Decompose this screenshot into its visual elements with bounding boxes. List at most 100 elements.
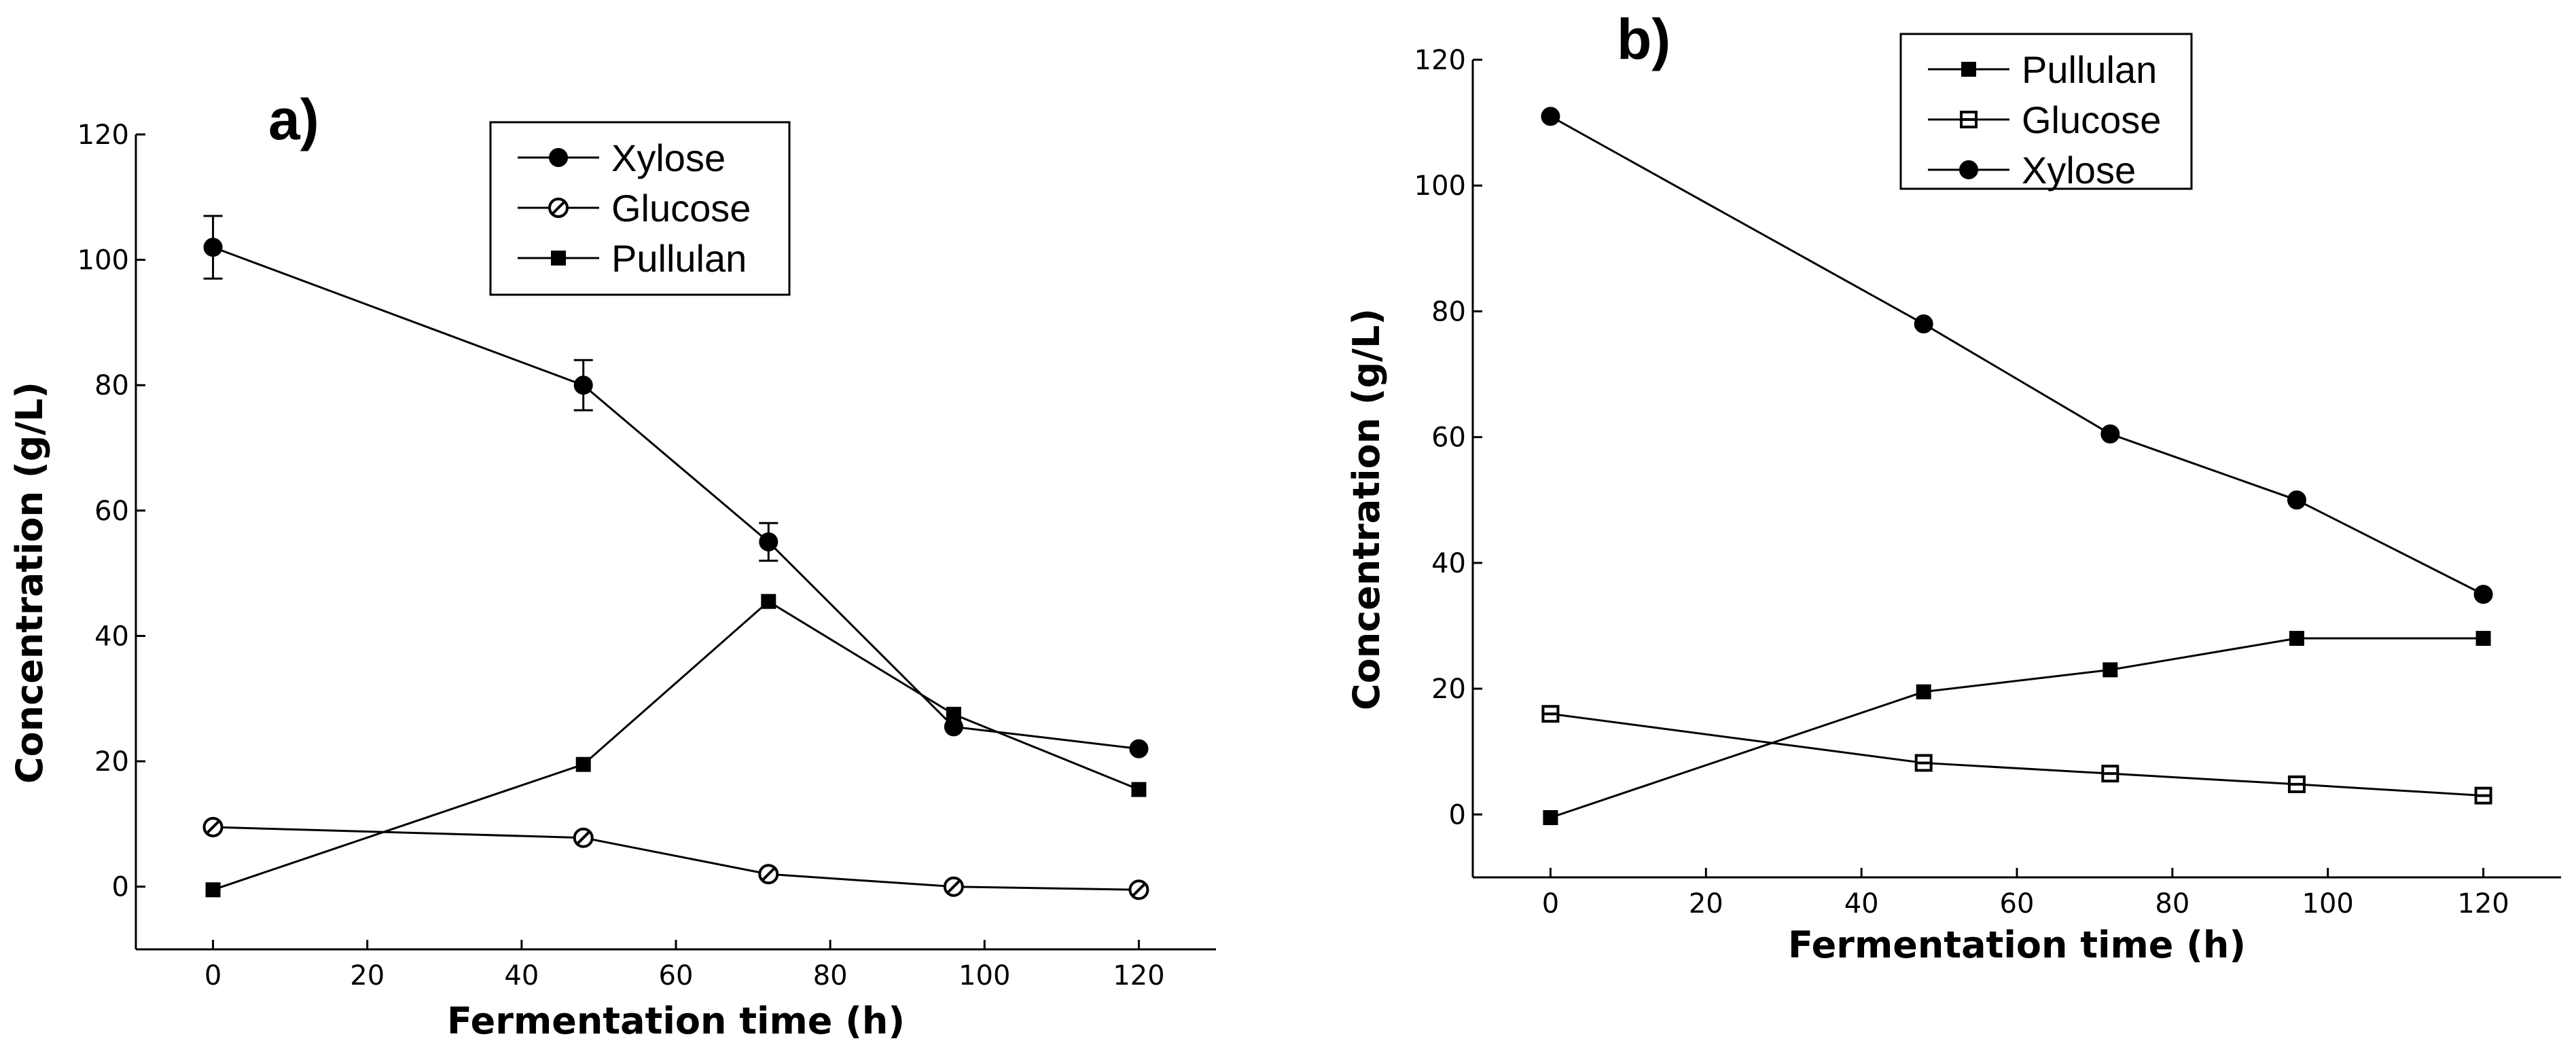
legend-marker: [1961, 62, 1976, 77]
x-tick-label: 80: [813, 960, 848, 991]
x-tick-label: 100: [959, 960, 1010, 991]
data-point-slash: [207, 820, 219, 834]
legend: Xylose Glucose Pullulan: [489, 121, 791, 296]
legend-box: [1899, 33, 2193, 190]
data-point: [1541, 107, 1560, 126]
data-point: [1914, 314, 1933, 333]
chart-b: 0 20 40 60 80 100 120 0 20 40 60 80 100 120 Fermentati…: [1345, 7, 2561, 966]
x-tick-label: 0: [204, 960, 221, 991]
y-axis-label: Concentration (g/L): [1345, 308, 1388, 710]
x-tick-label: 120: [1113, 960, 1164, 991]
y-tick-label: 120: [1414, 45, 1466, 76]
x-axis-label: Fermentation time (h): [1788, 924, 2246, 966]
legend-marker: [1959, 160, 1978, 179]
data-point: [1914, 754, 1933, 772]
data-point: [2475, 631, 2491, 646]
data-point: [946, 706, 961, 722]
y-tick-label: 120: [77, 120, 129, 151]
legend-item: Xylose: [518, 136, 726, 179]
legend-label: Pullulan: [2022, 48, 2157, 91]
data-point: [1129, 739, 1149, 759]
y-tick-label: 20: [1431, 674, 1466, 705]
y-tick-label: 80: [1431, 296, 1466, 327]
data-point: [205, 882, 221, 898]
data-point: [203, 238, 223, 257]
data-point: [761, 594, 776, 609]
y-tick-label: 40: [1431, 548, 1466, 579]
y-tick-label: 100: [1414, 170, 1466, 202]
series-pullulan: [205, 594, 1147, 898]
data-point: [573, 827, 594, 848]
data-point: [573, 376, 593, 395]
data-point: [2289, 631, 2304, 646]
legend-label: Pullulan: [611, 237, 747, 280]
chart-a: 0 20 40 60 80 100 120 0 20 40 60 80 100 120 Fermentati…: [8, 88, 1216, 1042]
y-tick-label: 0: [1449, 799, 1466, 831]
data-point: [1128, 879, 1149, 900]
legend-marker-slash: [552, 201, 565, 215]
data-point: [575, 756, 591, 772]
data-point: [2287, 490, 2306, 510]
legend-marker: [1960, 111, 1978, 128]
series-glucose: [1541, 705, 2492, 805]
data-point: [1541, 705, 1560, 723]
panel-label: b): [1617, 7, 1670, 71]
series-line: [1550, 637, 2484, 819]
data-point: [1543, 810, 1558, 826]
legend-marker: [548, 198, 569, 218]
data-point: [1916, 684, 1931, 699]
y-tick-label: 20: [94, 746, 129, 778]
series-pullulan: [1543, 631, 2491, 826]
series-line: [1550, 712, 2484, 797]
data-point-slash: [947, 880, 961, 894]
x-axis-label: Fermentation time (h): [447, 1000, 905, 1042]
data-point: [2474, 786, 2492, 805]
y-tick-label: 60: [1431, 422, 1466, 454]
y-axis-label: Concentration (g/L): [8, 382, 51, 784]
series-line: [213, 600, 1139, 891]
data-point: [1131, 782, 1147, 797]
legend-item: Pullulan: [1928, 48, 2157, 91]
data-point: [2100, 424, 2120, 444]
data-point-slash: [1132, 883, 1145, 896]
y-tick-label: 100: [77, 245, 129, 276]
legend-item: Pullulan: [518, 237, 747, 280]
x-tick-label: 40: [1844, 888, 1879, 919]
x-tick-label: 80: [2155, 888, 2189, 919]
data-point: [202, 817, 223, 837]
series-line: [213, 826, 1139, 891]
series-glucose: [202, 817, 1149, 900]
x-tick-label: 20: [1689, 888, 1723, 919]
x-tick-label: 120: [2457, 888, 2509, 919]
x-tick-label: 60: [659, 960, 694, 991]
series-line: [213, 246, 1139, 750]
data-point: [943, 876, 964, 897]
series-xylose: [203, 215, 1149, 759]
legend: Pullulan Glucose Xylose: [1899, 33, 2193, 191]
legend-label: Xylose: [2022, 149, 2136, 191]
y-tick-label: 80: [94, 370, 129, 401]
x-tick-label: 0: [1542, 888, 1559, 919]
series-xylose: [1541, 107, 2493, 604]
y-tick-label: 40: [94, 621, 129, 652]
y-tick-label: 60: [94, 496, 129, 527]
data-point: [2473, 585, 2493, 604]
x-tick-label: 20: [350, 960, 384, 991]
data-point-slash: [577, 831, 590, 845]
legend-label: Xylose: [611, 136, 726, 179]
legend-marker: [551, 251, 566, 266]
legend-label: Glucose: [611, 187, 751, 230]
legend-marker: [549, 148, 568, 167]
legend-item: Glucose: [518, 187, 751, 230]
data-point: [2103, 662, 2118, 678]
x-tick-label: 40: [504, 960, 539, 991]
legend-item: Xylose: [1928, 149, 2136, 191]
data-point-slash: [762, 867, 775, 881]
x-tick-label: 60: [2000, 888, 2035, 919]
y-tick-label: 0: [112, 872, 129, 903]
data-point: [2287, 775, 2306, 793]
legend-label: Glucose: [2022, 98, 2161, 141]
x-tick-label: 100: [2302, 888, 2354, 919]
panel-label: a): [268, 88, 319, 151]
